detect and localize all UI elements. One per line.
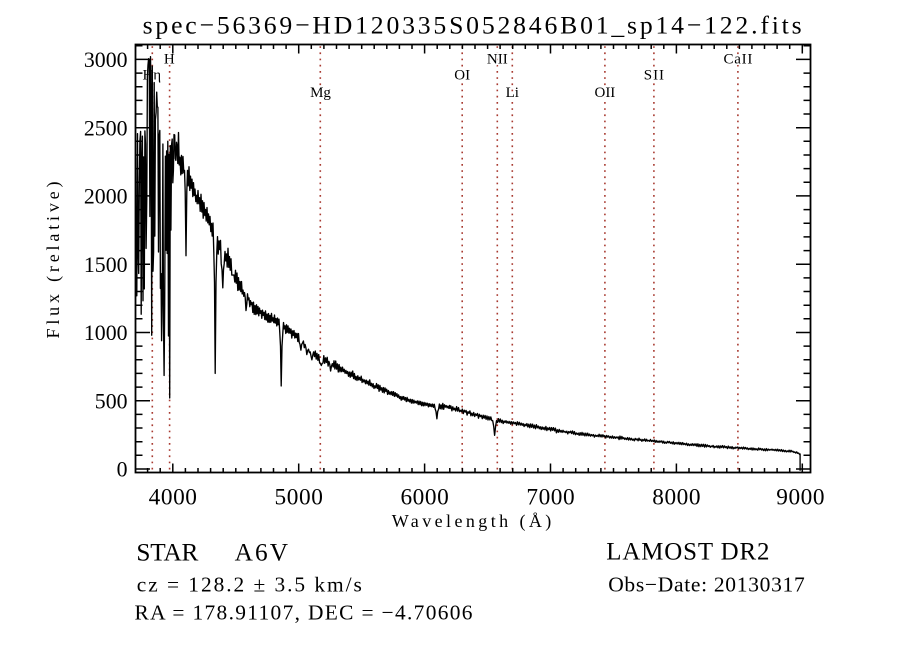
svg-text:Obs−Date: 20130317: Obs−Date: 20130317 [608, 573, 805, 597]
svg-text:2500: 2500 [84, 116, 128, 140]
svg-text:500: 500 [95, 389, 128, 413]
svg-text:6000: 6000 [400, 484, 448, 510]
svg-text:NII: NII [487, 51, 508, 67]
svg-text:STAR: STAR [136, 539, 198, 567]
svg-text:Li: Li [506, 85, 519, 101]
svg-text:Mg: Mg [310, 85, 331, 101]
svg-text:7000: 7000 [526, 484, 574, 510]
svg-text:OII: OII [594, 85, 615, 101]
svg-text:OI: OI [454, 67, 470, 83]
svg-text:3000: 3000 [84, 48, 128, 72]
svg-text:SII: SII [644, 67, 664, 83]
svg-text:5000: 5000 [275, 484, 323, 510]
svg-text:CaII: CaII [723, 51, 752, 67]
svg-text:Flux (relative): Flux (relative) [43, 182, 64, 339]
svg-text:LAMOST DR2: LAMOST DR2 [606, 539, 769, 566]
svg-text:H: H [164, 51, 175, 67]
svg-text:1000: 1000 [84, 321, 128, 345]
svg-text:2000: 2000 [84, 185, 128, 209]
svg-text:spec−56369−HD120335S052846B01_: spec−56369−HD120335S052846B01_sp14−122.f… [143, 10, 802, 39]
svg-text:0: 0 [117, 458, 128, 482]
svg-text:9000: 9000 [776, 484, 824, 510]
svg-text:RA = 178.91107, DEC = −4.7060: RA = 178.91107, DEC = −4.70606 [135, 601, 473, 625]
svg-text:4000: 4000 [149, 484, 197, 510]
svg-text:8000: 8000 [652, 484, 700, 510]
svg-text:1500: 1500 [84, 253, 128, 277]
svg-text:cz = 128.2 ± 3.5 km/s: cz = 128.2 ± 3.5 km/s [137, 572, 362, 596]
svg-text:A6V: A6V [235, 539, 288, 567]
